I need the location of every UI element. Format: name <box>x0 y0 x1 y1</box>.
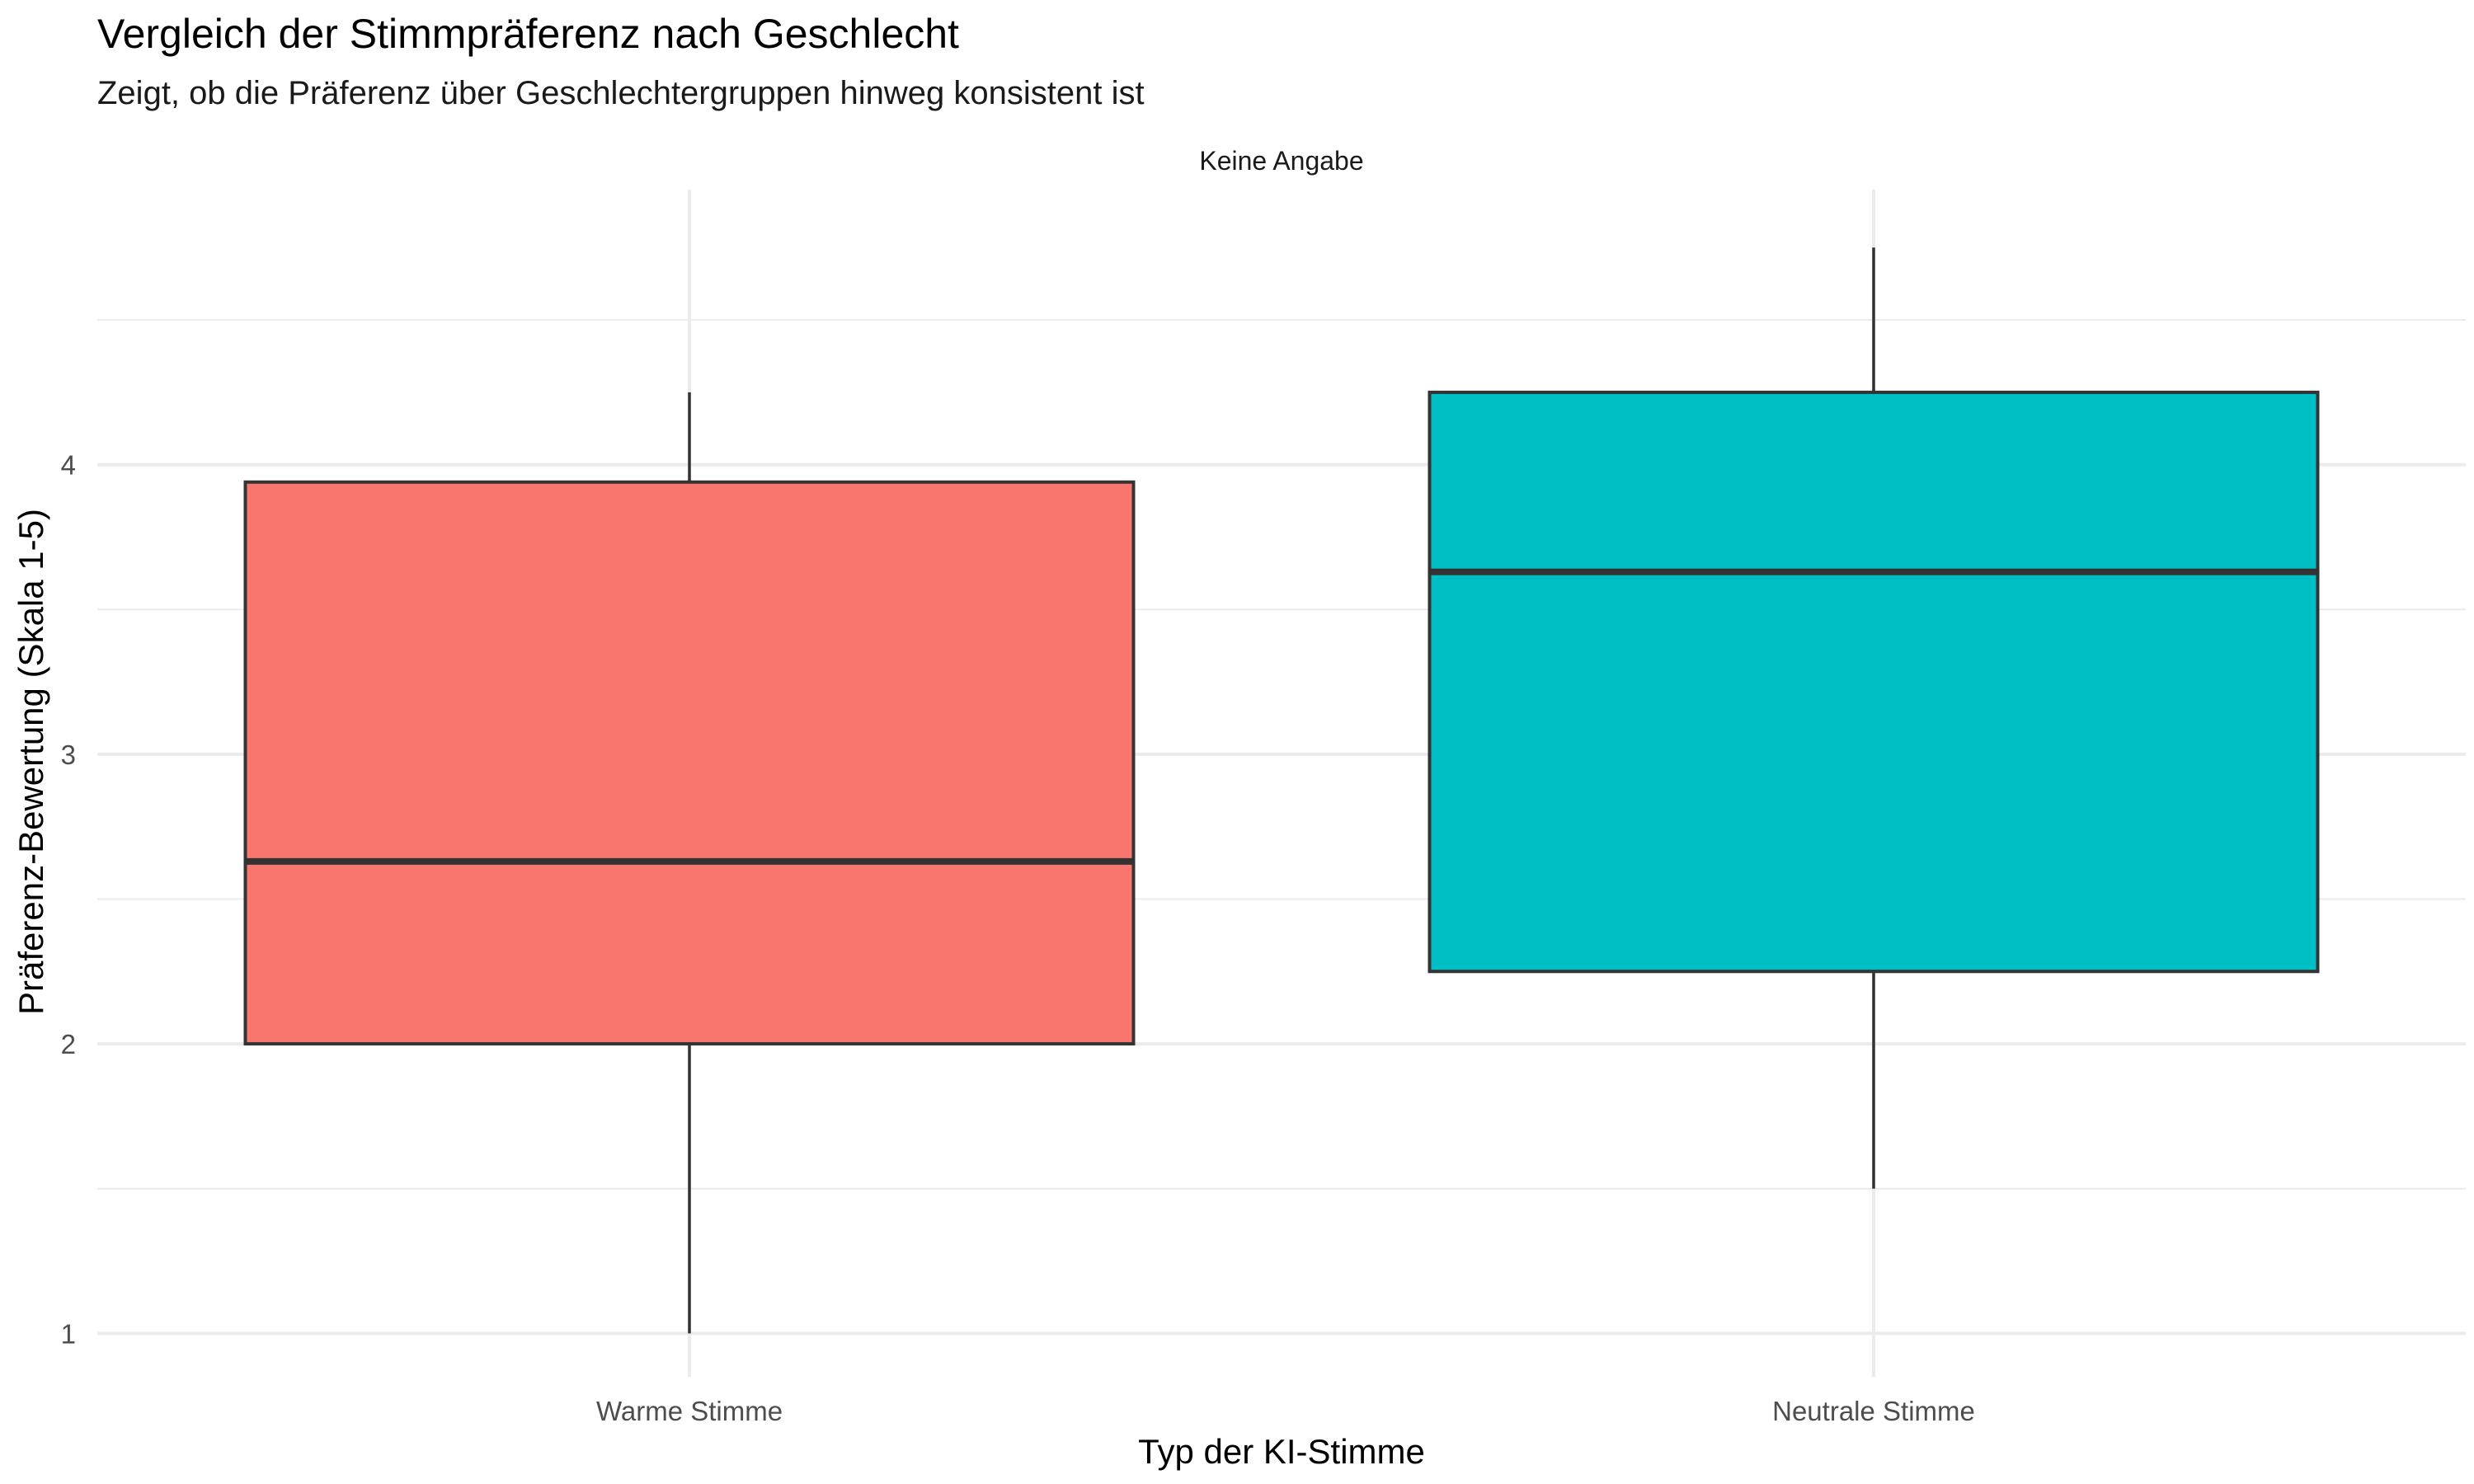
y-tick-label: 1 <box>61 1318 76 1349</box>
box-iqr <box>243 480 1136 1046</box>
chart-title: Vergleich der Stimmpräferenz nach Geschl… <box>97 11 959 57</box>
y-axis-title: Präferenz-Bewertung (Skala 1-5) <box>12 509 50 1015</box>
box-iqr <box>1427 390 2320 974</box>
y-tick-label: 2 <box>61 1029 76 1059</box>
boxplot <box>1427 247 2320 1189</box>
x-axis-ticks: Warme Stimme Neutrale Stimme <box>596 1396 1975 1426</box>
facet-strip-label: Keine Angabe <box>1199 146 1363 176</box>
x-tick-label: Warme Stimme <box>596 1396 783 1426</box>
boxplots <box>243 247 2320 1334</box>
y-tick-label: 4 <box>61 450 76 481</box>
x-tick-label: Neutrale Stimme <box>1772 1396 1975 1426</box>
chart-subtitle: Zeigt, ob die Präferenz über Geschlechte… <box>97 75 1145 111</box>
x-axis-title: Typ der KI-Stimme <box>1138 1432 1425 1471</box>
y-tick-label: 3 <box>61 740 76 770</box>
boxplot <box>243 392 1136 1334</box>
y-axis-ticks: 1 2 3 4 <box>61 450 76 1350</box>
